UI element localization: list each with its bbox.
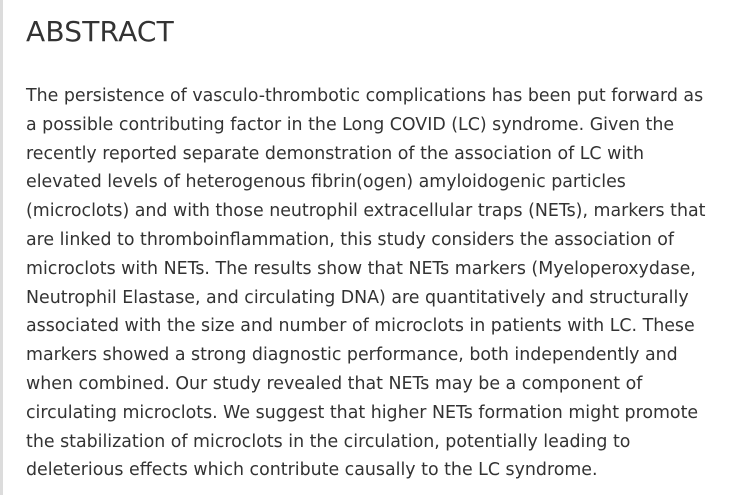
abstract-line: elevated levels of heterogenous fibrin(o… [26, 172, 626, 193]
abstract-line: associated with the size and number of m… [26, 316, 695, 337]
abstract-line: The persistence of vasculo-thrombotic co… [26, 86, 704, 106]
left-border [0, 0, 3, 495]
abstract-line: microclots with NETs. The results show t… [26, 258, 696, 279]
abstract-line: the stabilization of microclots in the c… [26, 431, 631, 452]
abstract-line: deleterious effects which contribute cau… [26, 460, 598, 481]
abstract-line: a possible contributing factor in the Lo… [26, 114, 675, 135]
abstract-line: when combined. Our study revealed that N… [26, 373, 643, 394]
section-heading: ABSTRACT [26, 15, 174, 48]
abstract-line: Neutrophil Elastase, and circulating DNA… [26, 287, 689, 308]
abstract-text: The persistence of vasculo-thrombotic co… [26, 82, 705, 485]
abstract-line: are linked to thromboinflammation, this … [26, 229, 675, 250]
abstract-line: recently reported separate demonstration… [26, 143, 644, 164]
abstract-line: (microclots) and with those neutrophil e… [26, 201, 706, 222]
abstract-section: ABSTRACT The persistence of vasculo-thro… [26, 12, 705, 485]
abstract-line: markers showed a strong diagnostic perfo… [26, 345, 678, 366]
abstract-line: circulating microclots. We suggest that … [26, 402, 699, 423]
